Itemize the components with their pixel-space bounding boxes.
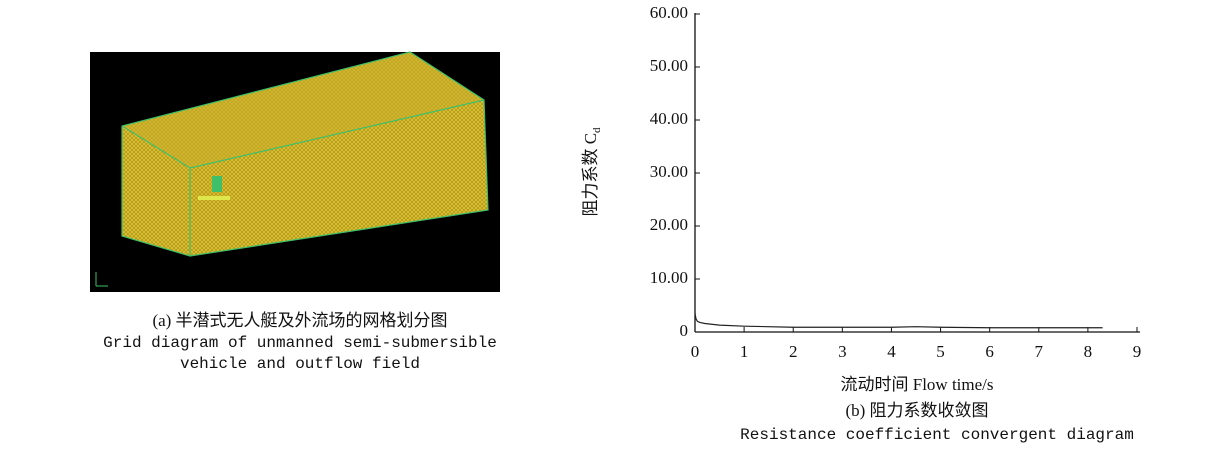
x-tick-label: 3 — [838, 342, 847, 361]
y-axis-label-sub: d — [591, 127, 603, 133]
x-tick-label: 2 — [789, 342, 798, 361]
y-tick-label: 60.00 — [650, 3, 688, 22]
x-axis-label: 流动时间 Flow time/s — [840, 375, 993, 394]
x-tick-label: 0 — [691, 342, 700, 361]
y-tick-label: 20.00 — [650, 215, 688, 234]
y-tick-label: 50.00 — [650, 56, 688, 75]
caption-a-en: vehicle and outflow field — [180, 355, 420, 373]
x-tick-label: 8 — [1084, 342, 1093, 361]
x-tick-label: 4 — [887, 342, 896, 361]
caption-a-zh: (a) 半潜式无人艇及外流场的网格划分图 — [152, 311, 447, 330]
data-line — [695, 313, 1103, 327]
caption-b-en: Resistance coefficient convergent diagra… — [740, 426, 1134, 444]
x-tick-label: 7 — [1035, 342, 1044, 361]
figure: (a) 半潜式无人艇及外流场的网格划分图 Grid diagram of unm… — [0, 0, 1219, 447]
y-tick-label: 30.00 — [650, 162, 688, 181]
y-axis-label-text: 阻力系数 C — [581, 133, 600, 217]
x-tick-label: 5 — [936, 342, 945, 361]
x-tick-label: 1 — [740, 342, 749, 361]
caption-b-zh: (b) 阻力系数收敛图 — [845, 401, 988, 420]
y-tick-label: 0 — [680, 321, 689, 340]
y-tick-label: 40.00 — [650, 109, 688, 128]
y-axis-label: 阻力系数 Cd — [581, 127, 603, 217]
y-tick-label: 10.00 — [650, 268, 688, 287]
x-tick-label: 9 — [1133, 342, 1142, 361]
mesh-image — [90, 52, 500, 292]
x-tick-label: 6 — [985, 342, 994, 361]
caption-a-en: Grid diagram of unmanned semi-submersibl… — [103, 334, 497, 352]
